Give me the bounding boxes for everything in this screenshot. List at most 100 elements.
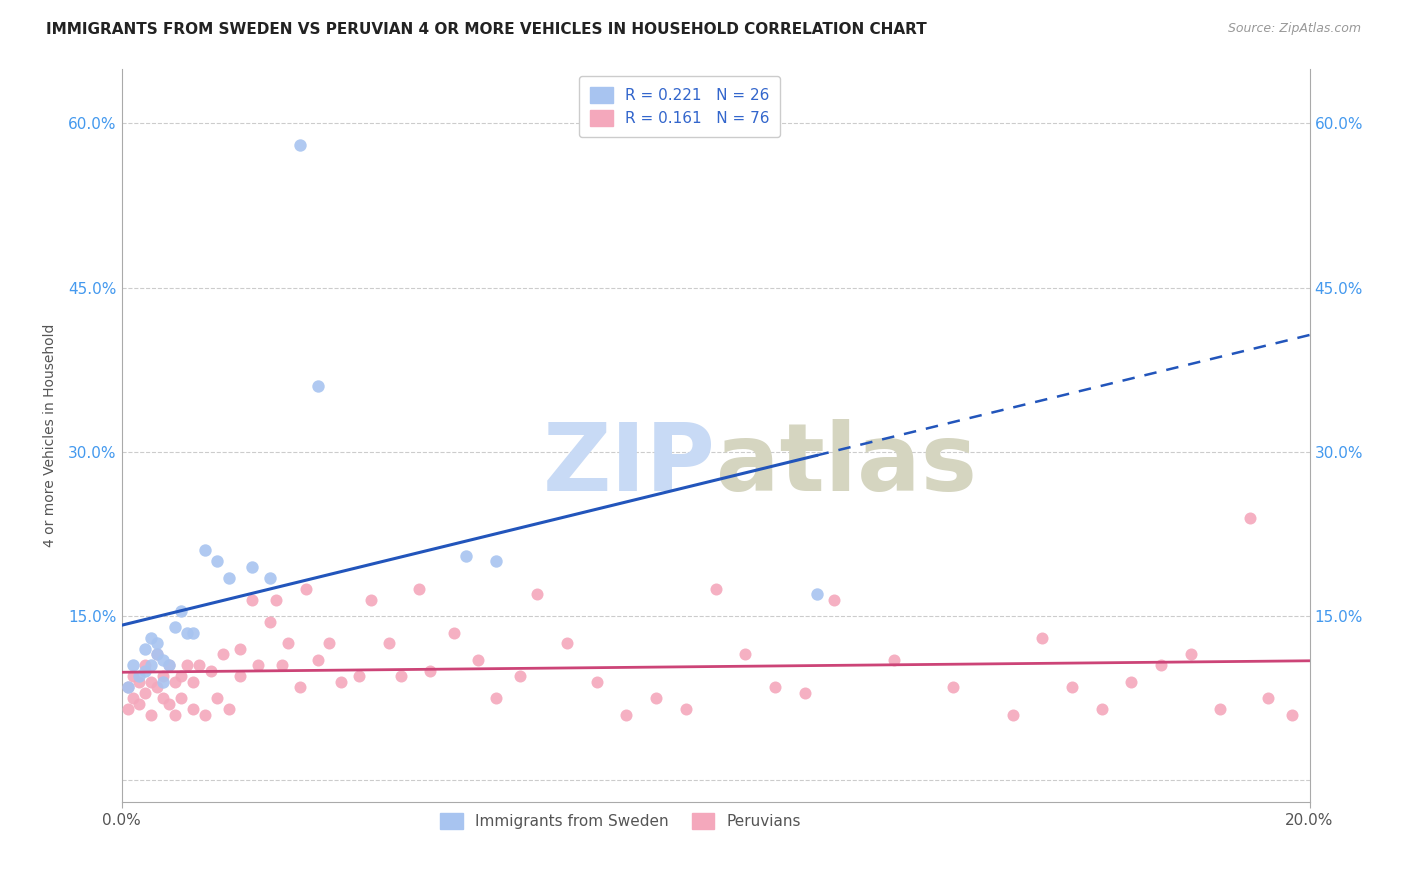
Point: [318, 636, 340, 650]
Point: [883, 653, 905, 667]
Point: [141, 658, 163, 673]
Point: [128, 697, 150, 711]
Point: [763, 680, 786, 694]
Point: [555, 636, 578, 650]
Point: [288, 138, 311, 153]
Point: [240, 592, 263, 607]
Point: [200, 664, 222, 678]
Point: [146, 648, 169, 662]
Point: [485, 691, 508, 706]
Point: [378, 636, 401, 650]
Point: [264, 592, 287, 607]
Point: [170, 691, 193, 706]
Point: [1060, 680, 1083, 694]
Point: [157, 658, 180, 673]
Point: [165, 707, 187, 722]
Point: [122, 691, 145, 706]
Point: [443, 625, 465, 640]
Point: [307, 379, 329, 393]
Point: [1180, 648, 1202, 662]
Point: [585, 674, 607, 689]
Point: [616, 707, 638, 722]
Point: [467, 653, 489, 667]
Point: [205, 554, 228, 568]
Point: [1150, 658, 1173, 673]
Point: [141, 707, 163, 722]
Point: [1031, 631, 1053, 645]
Point: [211, 648, 233, 662]
Point: [1091, 702, 1114, 716]
Point: [146, 680, 169, 694]
Point: [146, 636, 169, 650]
Point: [157, 658, 180, 673]
Point: [1121, 674, 1143, 689]
Point: [165, 620, 187, 634]
Point: [141, 674, 163, 689]
Point: [823, 592, 845, 607]
Point: [347, 669, 370, 683]
Point: [146, 648, 169, 662]
Point: [288, 680, 311, 694]
Point: [1257, 691, 1279, 706]
Point: [419, 664, 441, 678]
Point: [128, 669, 150, 683]
Point: [360, 592, 382, 607]
Point: [526, 587, 548, 601]
Point: [170, 669, 193, 683]
Point: [194, 543, 217, 558]
Point: [117, 702, 139, 716]
Point: [176, 658, 198, 673]
Point: [165, 674, 187, 689]
Point: [181, 625, 204, 640]
Point: [240, 559, 263, 574]
Text: atlas: atlas: [716, 418, 977, 511]
Point: [218, 702, 240, 716]
Point: [128, 674, 150, 689]
Point: [141, 631, 163, 645]
Point: [152, 653, 174, 667]
Point: [294, 582, 316, 596]
Point: [645, 691, 668, 706]
Point: [117, 680, 139, 694]
Point: [1209, 702, 1232, 716]
Point: [793, 686, 815, 700]
Point: [675, 702, 697, 716]
Legend: Immigrants from Sweden, Peruvians: Immigrants from Sweden, Peruvians: [433, 806, 807, 835]
Point: [229, 642, 252, 657]
Y-axis label: 4 or more Vehicles in Household: 4 or more Vehicles in Household: [44, 324, 58, 547]
Text: ZIP: ZIP: [543, 418, 716, 511]
Point: [152, 674, 174, 689]
Point: [187, 658, 209, 673]
Point: [485, 554, 508, 568]
Point: [271, 658, 294, 673]
Point: [942, 680, 965, 694]
Point: [456, 549, 478, 563]
Point: [117, 680, 139, 694]
Point: [122, 658, 145, 673]
Point: [277, 636, 299, 650]
Point: [1281, 707, 1303, 722]
Point: [704, 582, 727, 596]
Point: [259, 615, 281, 629]
Point: [194, 707, 217, 722]
Point: [134, 658, 156, 673]
Point: [389, 669, 412, 683]
Point: [176, 625, 198, 640]
Point: [1001, 707, 1024, 722]
Point: [330, 674, 353, 689]
Point: [509, 669, 531, 683]
Point: [218, 571, 240, 585]
Point: [181, 674, 204, 689]
Point: [134, 664, 156, 678]
Point: [408, 582, 430, 596]
Text: IMMIGRANTS FROM SWEDEN VS PERUVIAN 4 OR MORE VEHICLES IN HOUSEHOLD CORRELATION C: IMMIGRANTS FROM SWEDEN VS PERUVIAN 4 OR …: [46, 22, 927, 37]
Text: Source: ZipAtlas.com: Source: ZipAtlas.com: [1227, 22, 1361, 36]
Point: [157, 697, 180, 711]
Point: [181, 702, 204, 716]
Point: [152, 691, 174, 706]
Point: [134, 642, 156, 657]
Point: [152, 669, 174, 683]
Point: [734, 648, 756, 662]
Point: [122, 669, 145, 683]
Point: [307, 653, 329, 667]
